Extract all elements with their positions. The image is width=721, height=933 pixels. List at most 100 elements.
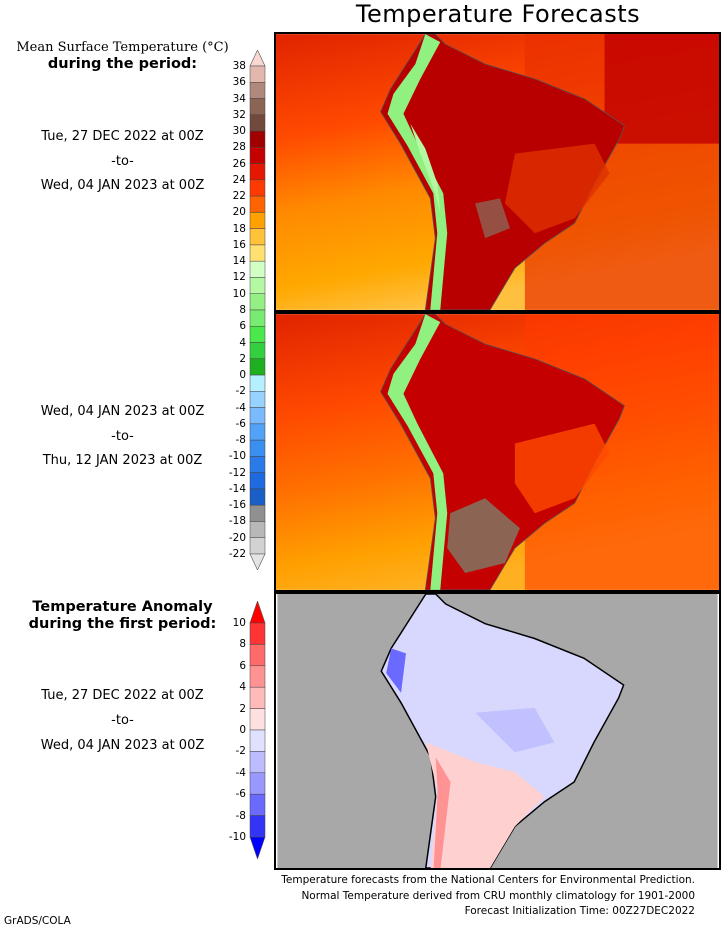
colorbar-tick-label: 38 [232,60,246,72]
colorbar-segment [249,82,266,99]
footer-line2: Normal Temperature derived from CRU mont… [301,889,695,902]
colorbar-segment [249,309,266,327]
colorbar-tick-label: -18 [228,515,246,528]
colorbar-tick-label: -2 [235,745,246,758]
anomaly-colorbar: 10 8 6 4 2 0 -2 -4 -6 -8 -10 [229,601,276,859]
period1-end: Wed, 04 JAN 2023 at 00Z [40,178,205,193]
colorbar-tick-label: 4 [239,681,246,694]
colorbar-segment [249,65,266,83]
footer-line3: Forecast Initialization Time: 00Z27DEC20… [464,905,695,917]
colorbar-segment [249,212,266,229]
colorbar-tick-label: 10 [232,287,246,300]
colorbar-tick-label: 8 [239,304,246,316]
colorbar-tick-label: 20 [232,206,246,219]
map-panel-anomaly [274,592,721,870]
colorbar-segment [249,342,266,360]
colorbar-tick-label: 6 [239,320,246,333]
colorbar-tick-label: -16 [228,499,246,512]
map-panel-period1 [274,32,721,312]
colorbar-segment [249,260,266,278]
colorbar-segment [249,228,266,246]
anomaly-subheading: during the first period: [28,616,217,632]
footer: Temperature forecasts from the National … [281,873,695,920]
colorbar-segment [249,665,266,688]
colorbar-segment [249,147,266,164]
colorbar-over-triangle [249,601,266,624]
colorbar-segment [249,439,266,457]
colorbar-segment [249,456,266,473]
colorbar-segment [249,815,266,838]
colorbar-tick-label: -10 [228,450,246,463]
colorbar-tick-label: 12 [232,271,246,284]
anomaly-heading: Temperature Anomaly [32,599,213,615]
colorbar-segment [249,358,266,376]
colorbar-under-triangle [249,553,266,570]
colorbar-tick-label: 2 [239,702,246,715]
colorbar-tick-label: 18 [232,222,246,235]
colorbar-segment [249,751,266,774]
colorbar-tick-label: 4 [239,336,246,349]
period2-start: Wed, 04 JAN 2023 at 00Z [40,404,205,419]
colorbar-tick-label: 32 [232,108,246,121]
colorbar-segment [249,114,266,132]
grads-credit: GrADS/COLA [4,915,71,927]
colorbar-tick-label: -10 [228,831,246,843]
colorbar-segment [249,130,266,148]
colorbar-tick-label: 30 [232,125,246,138]
colorbar-tick-label: 0 [239,724,246,736]
colorbar-tick-label: -4 [235,401,246,414]
footer-line1: Temperature forecasts from the National … [281,874,695,886]
colorbar-segment [249,729,266,752]
colorbar-segment [249,521,266,538]
period2-end: Thu, 12 JAN 2023 at 00Z [42,453,203,468]
colorbar-segment [249,772,266,795]
colorbar-tick-label: 28 [232,141,246,154]
colorbar-tick-label: -14 [228,482,246,495]
colorbar-segment [249,374,266,392]
colorbar-tick-label: 34 [232,92,246,105]
colorbar-tick-label: -12 [228,466,246,479]
colorbar-tick-label: -22 [228,548,246,560]
colorbar-tick-label: -2 [235,385,246,398]
colorbar-segment [249,293,266,311]
colorbar-segment [249,244,266,262]
colorbar-tick-label: 36 [232,76,246,89]
colorbar-segment [249,407,266,425]
mean-temp-subheading: during the period: [47,56,198,72]
temperature-colorbar: 38 36 34 32 30 28 26 24 22 20 18 16 14 12 10 8 6 4 2 0 -2 -4-… [229,50,276,570]
period3-sep: -to- [111,713,134,728]
colorbar-tick-label: 2 [239,352,246,365]
mean-temp-heading: Mean Surface Temperature (°C) [16,40,229,55]
anomaly_colorbar-svg [249,601,266,859]
colorbar-tick-label: 26 [232,157,246,170]
page-title: Temperature Forecasts [355,0,641,28]
colorbar-tick-label: 0 [239,369,246,382]
map-panel-period2 [274,312,721,592]
colorbar-under-triangle [249,836,266,859]
period3-end: Wed, 04 JAN 2023 at 00Z [40,738,205,753]
colorbar-over-triangle [249,50,266,67]
temperature-map-period2 [276,314,719,590]
colorbar-segment [249,622,266,645]
temperature-anomaly-map [277,594,718,868]
colorbar-segment [249,195,266,213]
colorbar-tick-label: -20 [228,531,246,544]
colorbar-tick-label: -6 [235,788,246,801]
colorbar-segment [249,793,266,816]
colorbar-segment [249,472,266,490]
period1-start: Tue, 27 DEC 2022 at 00Z [41,129,204,144]
colorbar-segment [249,326,266,343]
colorbar-segment [249,708,266,731]
period1-sep: -to- [111,154,134,169]
colorbar-tick-label: 24 [232,173,246,186]
colorbar-segment [249,163,266,181]
colorbar-tick-label: -8 [235,809,246,822]
colorbar-segment [249,504,266,522]
colorbar-tick-label: -6 [235,417,246,430]
temperature_colorbar-svg [249,50,266,570]
colorbar-segment [249,537,266,555]
colorbar-tick-label: -4 [235,766,246,779]
colorbar-tick-label: 16 [232,238,246,251]
colorbar-tick-label: 14 [232,255,246,268]
